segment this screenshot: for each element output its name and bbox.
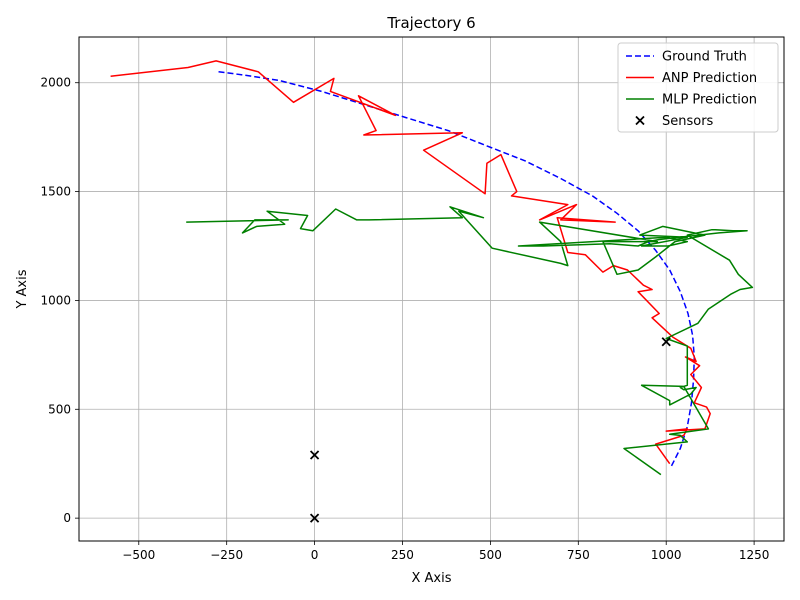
axes-frame — [78, 36, 785, 542]
x-tick-label: 0 — [311, 548, 319, 562]
mlp-prediction-line — [186, 206, 754, 476]
x-axis-title: X Axis — [411, 571, 451, 586]
anp-prediction-line — [110, 60, 711, 465]
y-tick-label: 1500 — [40, 185, 71, 199]
y-tick-label: 500 — [48, 402, 71, 416]
x-tick-label: 750 — [567, 548, 590, 562]
sensors-marker-stroke — [661, 337, 671, 347]
y-tick-label: 2000 — [40, 76, 71, 90]
sensors-marker — [661, 337, 671, 347]
legend-label-mlp-prediction: MLP Prediction — [662, 93, 757, 108]
legend-box — [617, 42, 779, 133]
sensors-marker — [309, 450, 320, 460]
x-tick-label: −250 — [210, 548, 243, 562]
sensors-marker-stroke — [309, 450, 320, 460]
x-tick-label: 500 — [479, 548, 502, 562]
y-tick-label: 1000 — [40, 293, 71, 307]
y-axis-title: Y Axis — [15, 269, 30, 309]
ground-truth-line — [216, 70, 696, 467]
ticks: −500 −250 0 250 500 750 1000 1250 0 500 1000 1500 20… — [40, 76, 769, 562]
x-tick-label: 250 — [391, 548, 414, 562]
legend-label-anp-prediction: ANP Prediction — [662, 71, 757, 86]
chart-title: Trajectory 6 — [386, 14, 475, 32]
sensors-marker-stroke — [309, 513, 320, 523]
series-layer — [110, 60, 754, 523]
legend-label-sensors: Sensors — [662, 114, 714, 129]
x-tick-label: 1000 — [651, 548, 682, 562]
legend: Ground Truth ANP Prediction MLP Prediction… — [617, 42, 779, 133]
legend-swatch-sensors — [635, 115, 645, 126]
legend-label-ground-truth: Ground Truth — [662, 50, 747, 65]
sensors-marker — [309, 513, 320, 523]
x-tick-label: −500 — [122, 548, 155, 562]
y-tick-label: 0 — [63, 511, 71, 525]
x-tick-label: 1250 — [739, 548, 770, 562]
